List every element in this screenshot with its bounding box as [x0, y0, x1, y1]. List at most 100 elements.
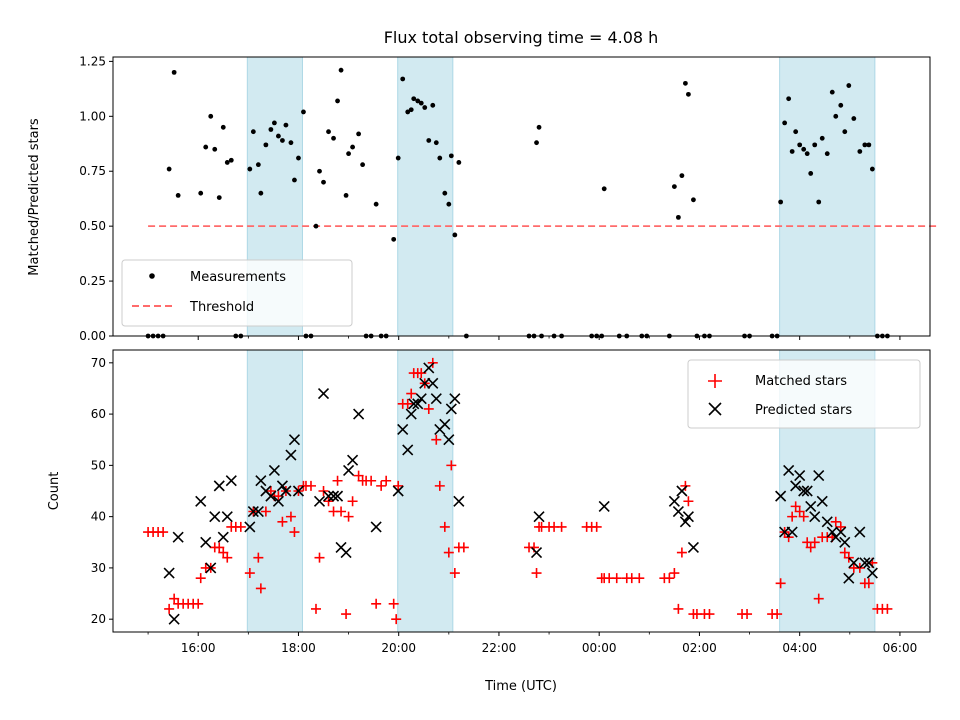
measurement-point: [536, 124, 542, 130]
matched-star-point: [556, 521, 567, 532]
bottom-ytick-label: 70: [91, 356, 106, 370]
matched-star-point: [863, 578, 874, 589]
xtick-label: 22:00: [482, 641, 517, 655]
measurement-point: [808, 171, 814, 176]
matched-star-point: [255, 583, 266, 594]
measurement-point: [247, 166, 253, 172]
top-ylabel: Matched/Predicted stars: [27, 118, 42, 276]
predicted-star-point: [272, 495, 284, 507]
predicted-star-point: [415, 393, 427, 405]
predicted-star-point: [285, 449, 297, 461]
predicted-star-point: [801, 485, 813, 497]
measurement-point: [829, 89, 835, 95]
bottom-ytick-label: 50: [91, 458, 106, 472]
measurement-point: [208, 113, 214, 119]
matched-star-point: [158, 527, 169, 538]
top-ytick-label: 0.75: [79, 164, 106, 178]
measurement-point: [288, 140, 294, 146]
measurement-point: [456, 160, 462, 165]
measurement-point: [838, 102, 844, 108]
top-ytick-label: 0.50: [79, 219, 106, 233]
predicted-star-point: [449, 393, 461, 405]
predicted-star-point: [826, 526, 838, 538]
bot-shaded-span-2: [397, 349, 454, 633]
predicted-star-point: [412, 398, 424, 410]
measurement-point: [405, 109, 411, 115]
legend-matched-marker: [708, 374, 722, 388]
matched-star-point: [336, 506, 347, 517]
matched-star-point: [318, 486, 329, 496]
measurement-point: [255, 162, 261, 168]
measurement-point: [258, 190, 264, 196]
legend-measurements-label: Measurements: [190, 270, 286, 285]
matched-star-point: [664, 573, 675, 584]
measurement-point: [452, 232, 458, 238]
predicted-star-point: [430, 393, 442, 405]
matched-star-point: [680, 480, 691, 491]
predicted-star-point: [322, 490, 335, 502]
matched-star-point: [787, 511, 798, 522]
top-ytick-label: 1.25: [79, 54, 106, 68]
measurement-point: [816, 199, 822, 205]
predicted-star-point: [775, 490, 787, 502]
measurement-point: [437, 155, 443, 161]
predicted-star-point: [331, 490, 344, 502]
measurement-point: [203, 144, 209, 150]
measurement-point: [433, 140, 439, 146]
matched-star-point: [391, 614, 402, 625]
measurement-point: [862, 142, 868, 148]
matched-star-point: [839, 547, 850, 558]
xtick-label: 02:00: [682, 641, 717, 655]
predicted-star-point: [343, 464, 355, 477]
xtick-label: 06:00: [883, 641, 918, 655]
legend-predicted-marker: [708, 402, 722, 416]
matched-star-point: [798, 511, 809, 522]
predicted-star-point: [443, 434, 455, 446]
matched-star-point: [443, 547, 454, 558]
bottom-panel: 16:00 18:00 20:00 22:00 00:00 02:00 04:00 06:00…: [47, 349, 931, 694]
matched-star-point: [376, 480, 387, 491]
matched-star-point: [683, 496, 694, 507]
measurement-point: [869, 166, 875, 172]
matched-star-point: [323, 496, 334, 507]
measurement-point: [789, 149, 795, 154]
predicted-star-point: [408, 398, 420, 410]
predicted-star-point: [794, 470, 806, 482]
top-panel: 0.00 0.25 0.50 0.75 1.00 1.25 Matched/Predict…: [27, 54, 941, 343]
matched-star-point: [244, 568, 255, 579]
top-ytick-label: 0.00: [79, 329, 106, 343]
predicted-star-point: [682, 511, 694, 523]
predicted-star-point: [265, 490, 277, 502]
predicted-star-point: [821, 516, 833, 528]
predicted-star-point: [225, 475, 237, 487]
measurement-point: [335, 98, 340, 104]
matched-star-point: [214, 542, 225, 553]
matched-star-point: [854, 562, 865, 573]
predicted-star-point: [863, 557, 875, 569]
measurement-point: [448, 153, 454, 159]
top-axes-frame: [112, 56, 931, 337]
matched-star-point: [742, 609, 753, 620]
predicted-star-point: [805, 500, 817, 512]
matched-star-point: [830, 516, 841, 527]
measurement-point: [350, 144, 355, 150]
measurement-point: [442, 190, 448, 196]
measurement-point: [797, 142, 803, 148]
predicted-star-point: [288, 434, 301, 446]
measurement-point: [857, 149, 863, 154]
top-shaded-span-3: [779, 56, 876, 337]
matched-star-point: [265, 486, 276, 496]
matched-star-point: [805, 542, 816, 553]
measurement-point: [415, 98, 421, 104]
top-ytick-label: 1.00: [79, 109, 106, 123]
predicted-star-point: [798, 485, 810, 497]
predicted-star-point: [163, 567, 175, 579]
measurement-point: [283, 122, 289, 128]
measurement-point: [326, 129, 331, 135]
matched-star-point: [809, 537, 820, 548]
predicted-star-point: [221, 511, 233, 523]
predicted-star-point: [168, 613, 180, 625]
matched-star-point: [775, 578, 786, 589]
matched-star-point: [790, 501, 801, 512]
